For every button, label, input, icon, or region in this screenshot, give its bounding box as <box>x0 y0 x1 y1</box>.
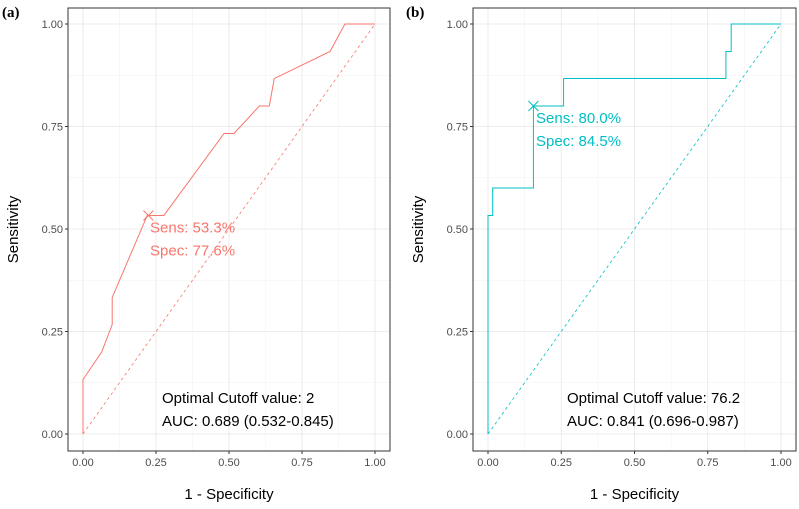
roc-curve <box>487 23 781 434</box>
y-tick-label: 0.25 <box>42 327 63 339</box>
y-tick-label: 0.50 <box>42 224 63 236</box>
x-tick-label: 0.25 <box>551 457 572 469</box>
y-tick-label: 0.00 <box>447 429 468 441</box>
x-tick-label: 0.00 <box>477 457 498 469</box>
x-tick-label: 0.50 <box>218 457 239 469</box>
y-tick-label: 1.00 <box>447 19 468 31</box>
x-tick-label: 0.50 <box>624 457 645 469</box>
sensitivity-annotation: Sens: 80.0% <box>536 110 621 127</box>
sensitivity-annotation: Sens: 53.3% <box>150 219 235 236</box>
optimal-cutoff-text: Optimal Cutoff value: 2 <box>162 390 314 407</box>
panel-label: (b) <box>406 5 424 21</box>
y-tick-label: 0.75 <box>42 122 63 134</box>
roc-panel-b: 0.00 0.25 0.50 0.75 1.00 0.00 0.25 0.50 0.75 1.00… <box>406 5 797 503</box>
optimal-point-marker <box>528 100 539 112</box>
x-axis-label: 1 - Specificity <box>590 486 680 503</box>
optimal-point-marker <box>143 210 154 221</box>
auc-text: AUC: 0.841 (0.696-0.987) <box>567 413 739 430</box>
y-axis-label: Sensitivity <box>410 195 427 263</box>
specificity-annotation: Spec: 84.5% <box>536 133 621 150</box>
auc-text: AUC: 0.689 (0.532-0.845) <box>162 413 334 430</box>
y-tick-label: 1.00 <box>42 19 63 31</box>
roc-curve <box>82 23 375 434</box>
optimal-cutoff-text: Optimal Cutoff value: 76.2 <box>567 390 740 407</box>
specificity-annotation: Spec: 77.6% <box>150 242 235 259</box>
panel-label: (a) <box>2 5 20 21</box>
y-tick-label: 0.50 <box>447 224 468 236</box>
y-axis-label: Sensitivity <box>5 195 22 263</box>
x-tick-label: 0.75 <box>697 457 718 469</box>
roc-panel-a: 0.00 0.25 0.50 0.75 1.00 0.00 0.25 0.50 0.75 1.00… <box>2 5 391 503</box>
y-tick-label: 0.25 <box>447 327 468 339</box>
x-tick-label: 1.00 <box>770 457 791 469</box>
y-tick-label: 0.00 <box>42 429 63 441</box>
x-tick-label: 0.75 <box>291 457 312 469</box>
x-tick-label: 1.00 <box>364 457 385 469</box>
x-tick-label: 0.25 <box>145 457 166 469</box>
x-tick-label: 0.00 <box>72 457 93 469</box>
x-axis-label: 1 - Specificity <box>184 486 274 503</box>
y-tick-label: 0.75 <box>447 122 468 134</box>
